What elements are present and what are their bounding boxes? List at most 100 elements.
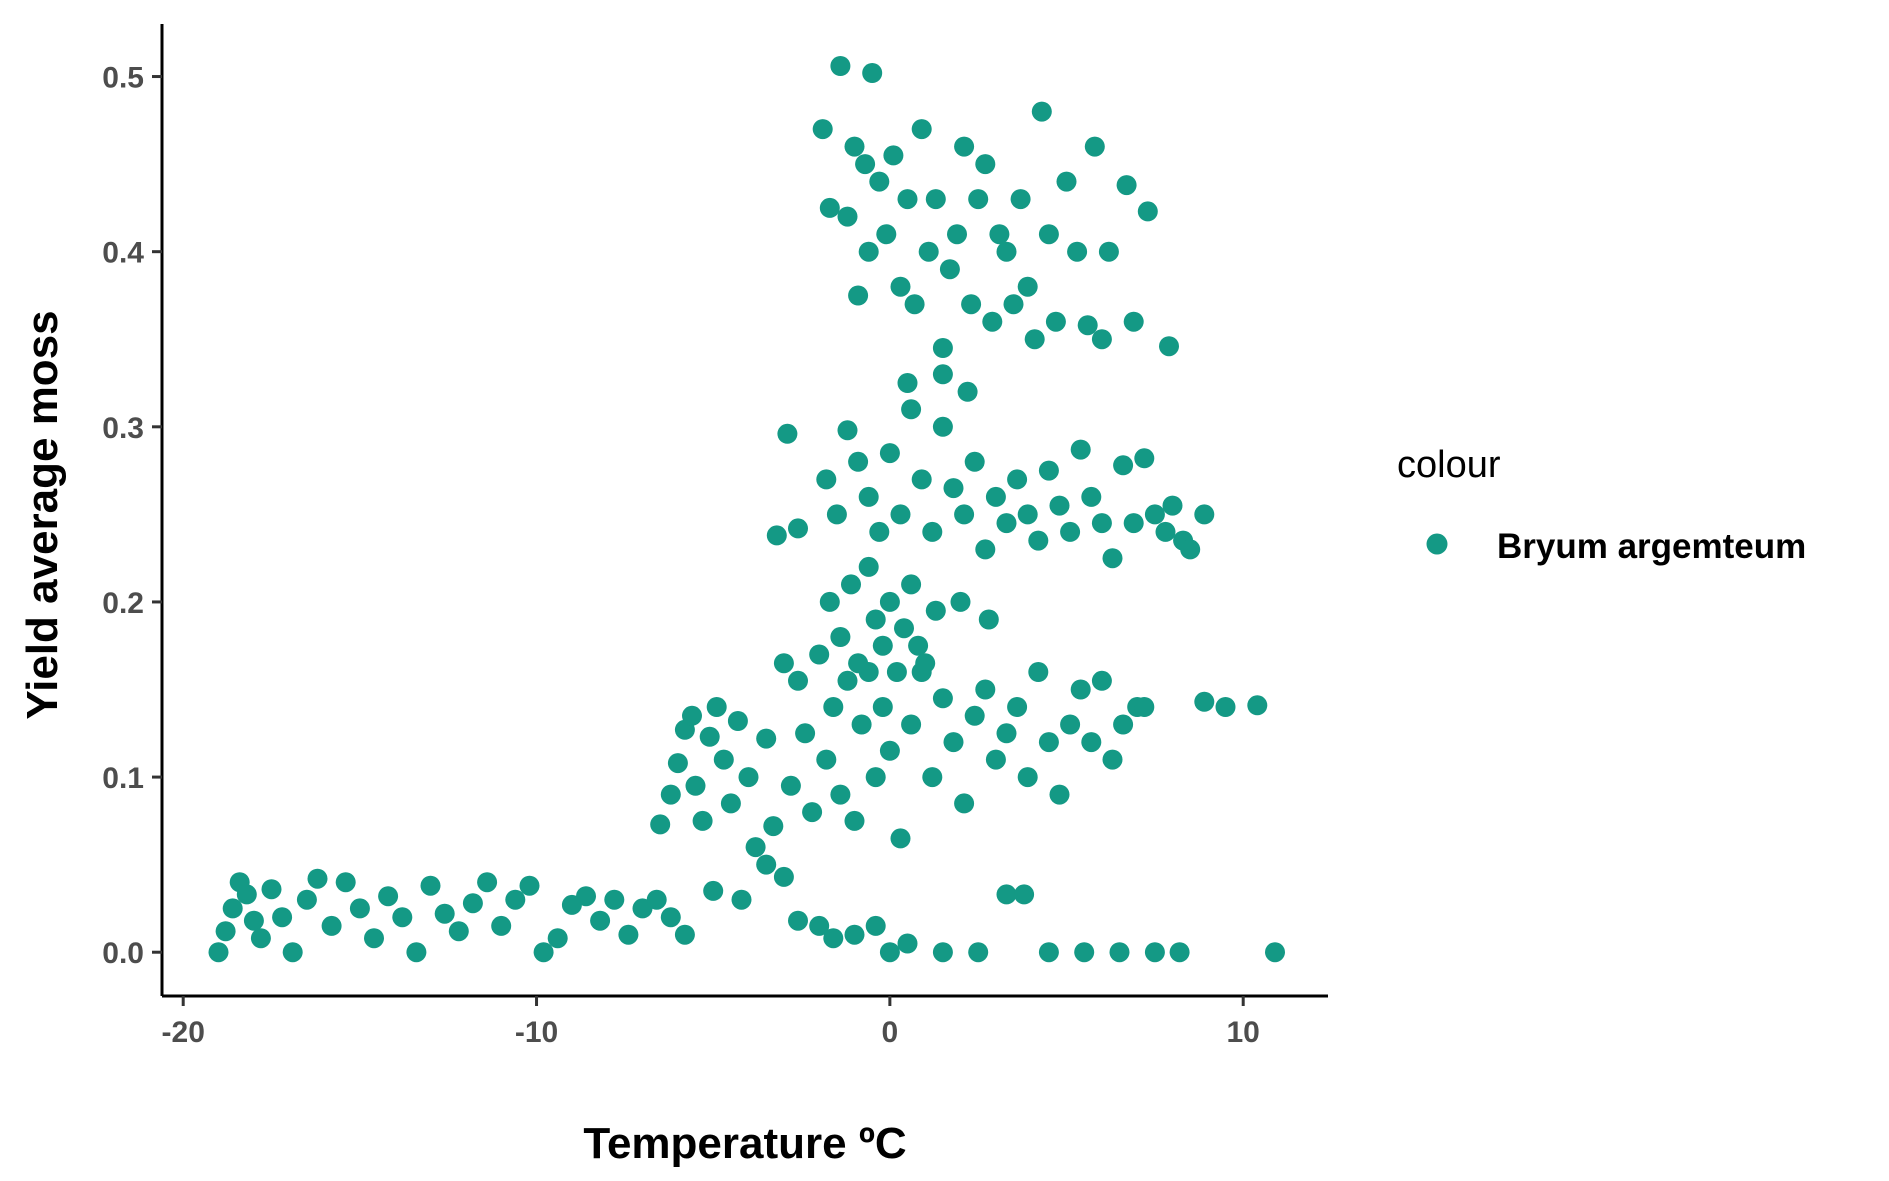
data-point xyxy=(890,504,911,525)
data-point xyxy=(296,889,317,910)
data-point xyxy=(713,749,734,770)
data-point xyxy=(918,241,939,262)
data-point xyxy=(1067,241,1088,262)
data-point xyxy=(943,478,964,499)
data-point xyxy=(1070,439,1091,460)
data-point xyxy=(925,600,946,621)
data-point xyxy=(1180,539,1201,560)
data-point xyxy=(901,574,922,595)
data-point xyxy=(720,793,741,814)
data-point xyxy=(1077,315,1098,336)
data-point xyxy=(1098,241,1119,262)
data-point xyxy=(851,714,872,735)
data-point xyxy=(727,711,748,731)
data-point xyxy=(766,525,787,546)
data-point xyxy=(1049,784,1070,805)
data-point xyxy=(858,486,879,507)
data-point xyxy=(1155,521,1176,542)
data-point xyxy=(957,381,978,402)
data-point xyxy=(858,556,879,577)
x-tick-label: 10 xyxy=(1227,1016,1260,1049)
legend: colour Bryum argemteum xyxy=(1397,444,1806,566)
data-point xyxy=(954,504,975,525)
data-point xyxy=(932,338,953,358)
data-point xyxy=(855,154,876,175)
data-point xyxy=(1102,548,1123,569)
data-point xyxy=(897,373,918,393)
data-point xyxy=(1265,942,1285,963)
data-point xyxy=(756,728,777,749)
data-point xyxy=(1056,171,1077,192)
data-point xyxy=(745,837,766,858)
data-point xyxy=(795,723,816,744)
data-point xyxy=(901,714,922,735)
data-point xyxy=(1007,469,1028,490)
data-point xyxy=(830,56,851,76)
data-point xyxy=(848,451,869,472)
data-point xyxy=(1123,513,1144,534)
legend-label: Bryum argemteum xyxy=(1497,527,1806,566)
data-point xyxy=(685,775,706,796)
data-point xyxy=(706,697,727,717)
data-point xyxy=(519,875,540,896)
data-point xyxy=(788,518,808,539)
data-point xyxy=(1007,697,1028,717)
data-point xyxy=(841,574,861,595)
data-point xyxy=(883,145,904,166)
data-point xyxy=(964,451,985,472)
y-tick-label: 0.2 xyxy=(102,587,144,620)
data-point xyxy=(491,915,512,936)
data-point xyxy=(250,928,271,949)
data-point xyxy=(932,416,953,437)
data-point xyxy=(1116,175,1137,196)
data-point xyxy=(830,784,851,805)
data-point xyxy=(1091,329,1112,350)
data-point xyxy=(897,933,918,954)
data-point xyxy=(773,866,794,887)
data-point xyxy=(996,723,1017,744)
data-point xyxy=(872,635,893,656)
data-point xyxy=(879,740,900,761)
data-point xyxy=(975,679,996,700)
data-point xyxy=(819,197,840,218)
data-point xyxy=(1162,495,1183,516)
data-point xyxy=(862,63,883,83)
data-point xyxy=(869,521,890,542)
data-point xyxy=(1038,732,1059,753)
data-point xyxy=(964,705,985,726)
data-point xyxy=(812,119,833,140)
data-point xyxy=(756,854,777,875)
data-point xyxy=(816,469,837,490)
data-point xyxy=(660,784,681,805)
data-point xyxy=(809,644,830,665)
data-point xyxy=(908,635,929,656)
data-point xyxy=(590,910,611,931)
data-point xyxy=(922,767,943,788)
data-point xyxy=(932,688,953,709)
data-point xyxy=(1194,504,1215,525)
data-point xyxy=(844,136,865,157)
data-point xyxy=(858,241,879,262)
data-point xyxy=(954,793,975,814)
data-point xyxy=(819,591,840,612)
data-point xyxy=(650,814,671,835)
data-point xyxy=(879,942,900,963)
data-point xyxy=(1017,767,1038,788)
data-point xyxy=(950,591,971,612)
y-tick-label: 0.3 xyxy=(102,412,144,445)
data-point xyxy=(576,886,596,907)
data-point xyxy=(1081,486,1102,507)
data-point xyxy=(939,259,960,280)
data-point xyxy=(890,276,911,297)
legend-title: colour xyxy=(1397,444,1501,486)
data-point xyxy=(1144,942,1165,963)
data-point xyxy=(865,767,886,788)
data-point xyxy=(1024,329,1045,350)
data-point xyxy=(236,884,257,905)
data-point xyxy=(911,469,932,490)
data-point xyxy=(816,749,837,770)
data-point xyxy=(1049,495,1070,516)
data-point xyxy=(780,775,801,796)
data-point xyxy=(788,670,808,691)
